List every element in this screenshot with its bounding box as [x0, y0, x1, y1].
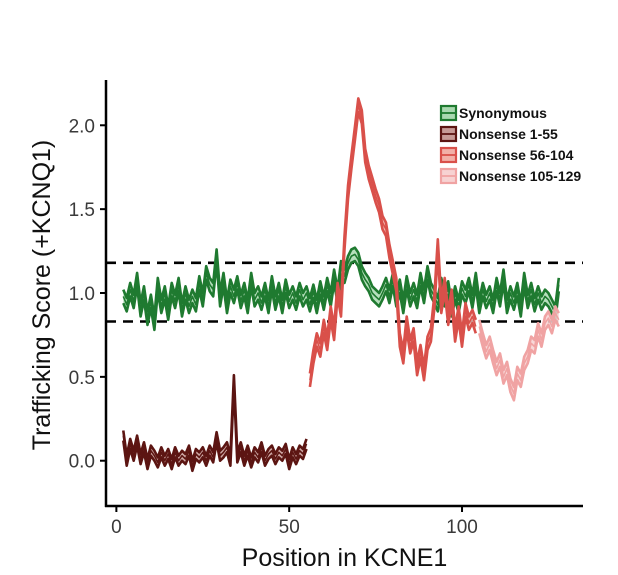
series-1-upper-line: [122, 246, 561, 318]
series-4-mean-line: [478, 312, 560, 395]
x-axis-title: Position in KCNE1: [242, 544, 448, 572]
series-2: [122, 373, 308, 473]
x-tick-label: 0: [111, 517, 122, 538]
x-tick-label: 50: [279, 517, 300, 538]
series-1-lower-line: [122, 259, 561, 332]
series-2-mean-line: [122, 379, 308, 467]
y-tick-label: 1.5: [69, 200, 95, 221]
legend-label: Nonsense 56-104: [459, 147, 574, 163]
series-4-lower-line: [478, 318, 560, 402]
x-tick-label: 100: [446, 517, 478, 538]
legend-item: Nonsense 105-129: [439, 167, 581, 185]
legend-item: Synonymous: [439, 104, 547, 122]
series-4-upper-line: [478, 305, 560, 389]
y-axis-title: Trafficking Score (+KCNQ1): [28, 140, 56, 451]
series-4: [478, 305, 560, 402]
series-3-mean-line: [309, 104, 477, 381]
legend-item: Nonsense 1-55: [439, 125, 558, 143]
axes: 0.0 0.5 1.0 1.5 2.0 0 50 100: [69, 80, 583, 538]
series-2-lower-line: [122, 383, 308, 473]
series-1: [122, 246, 561, 332]
y-tick-label: 2.0: [69, 116, 95, 137]
series-3: [308, 97, 478, 388]
y-tick-label: 0.0: [69, 452, 95, 473]
legend: Synonymous Nonsense 1-55 Nonsense 56-104 No…: [439, 104, 581, 185]
series-1-mean-line: [122, 253, 560, 324]
legend-label: Nonsense 105-129: [459, 168, 581, 184]
series-layer: [122, 97, 561, 473]
y-tick-label: 1.0: [69, 284, 95, 305]
series-2-upper-line: [122, 373, 308, 462]
legend-label: Nonsense 1-55: [459, 126, 558, 142]
y-tick-label: 0.5: [69, 368, 95, 389]
legend-item: Nonsense 56-104: [439, 146, 574, 164]
legend-label: Synonymous: [459, 105, 547, 121]
